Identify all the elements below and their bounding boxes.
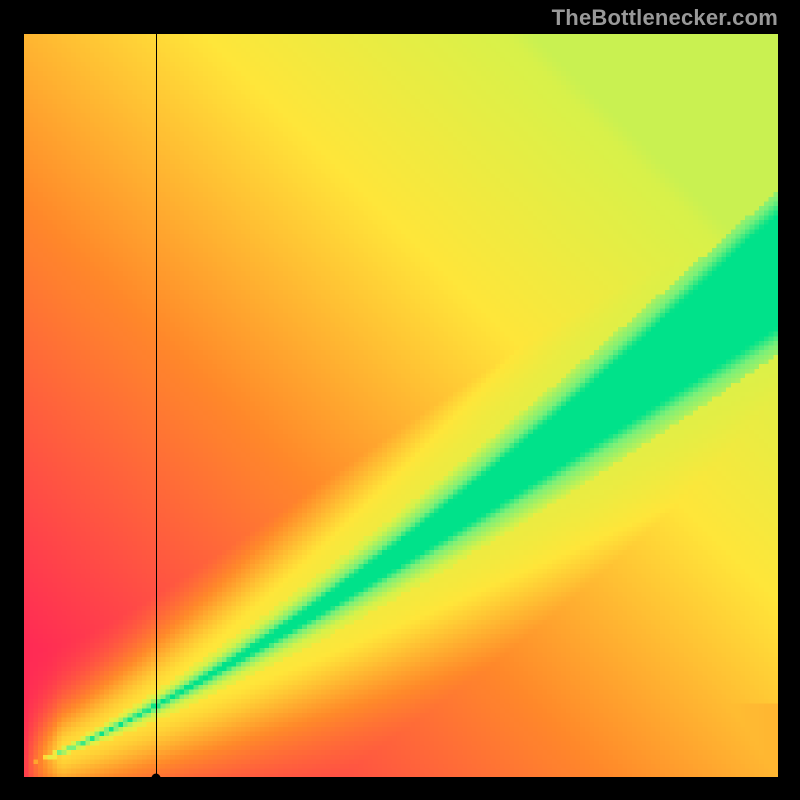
plot-area bbox=[24, 34, 778, 778]
watermark-text: TheBottlenecker.com bbox=[552, 5, 778, 31]
crosshair-vertical-line bbox=[156, 34, 157, 778]
baseline-horizontal-line bbox=[24, 777, 778, 778]
bottleneck-heatmap bbox=[24, 34, 778, 778]
marker-dot bbox=[151, 774, 160, 783]
